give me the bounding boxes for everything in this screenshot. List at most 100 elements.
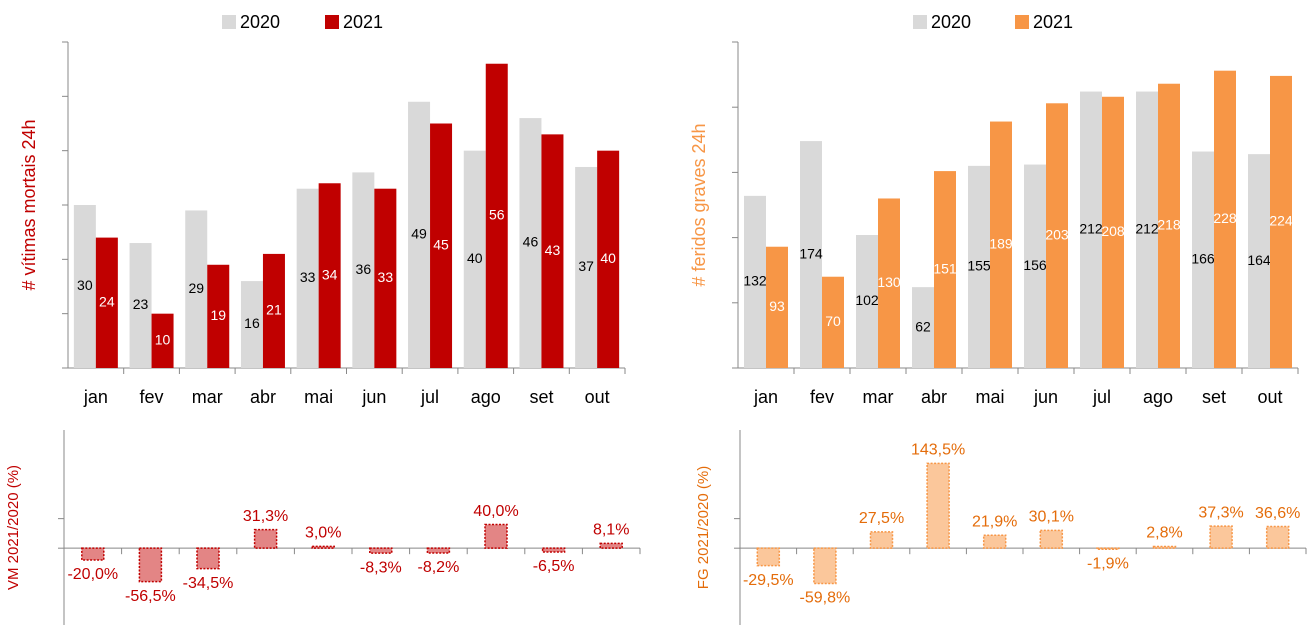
data-label: 56 — [489, 207, 505, 223]
x-tick-label: jan — [753, 387, 778, 407]
data-label: -59,8% — [800, 590, 851, 607]
data-label: 156 — [1023, 257, 1047, 273]
data-label: -1,9% — [1087, 556, 1129, 573]
bar — [1248, 154, 1270, 368]
data-label: 40 — [600, 250, 616, 266]
bar — [1102, 96, 1124, 368]
bar — [869, 531, 894, 549]
data-label: 24 — [99, 294, 115, 310]
legend-swatch — [913, 15, 927, 29]
bar — [95, 237, 118, 368]
legend-label: 2020 — [931, 12, 971, 32]
bar — [990, 121, 1012, 368]
data-label: -20,0% — [67, 566, 118, 583]
data-label: 45 — [433, 236, 449, 252]
bar — [1192, 151, 1214, 368]
bar — [756, 547, 781, 567]
data-label: 36 — [356, 261, 372, 277]
data-label: 143,5% — [911, 442, 965, 459]
bar — [878, 198, 900, 368]
bar — [1024, 164, 1046, 368]
data-label: 21 — [266, 302, 282, 318]
bar — [1046, 103, 1068, 369]
bar — [744, 195, 766, 368]
data-label: 203 — [1045, 226, 1069, 242]
bar — [318, 183, 341, 368]
data-label: 46 — [523, 234, 539, 250]
bar — [408, 101, 431, 369]
bar — [352, 172, 375, 368]
bar — [968, 165, 990, 368]
x-tick-label: ago — [1143, 387, 1173, 407]
x-tick-label: ago — [471, 387, 501, 407]
x-tick-label: out — [585, 387, 610, 407]
bar — [856, 234, 878, 368]
bar — [1096, 547, 1120, 551]
data-label: 33 — [300, 269, 316, 285]
bar — [430, 123, 453, 368]
data-label: 151 — [933, 260, 957, 276]
data-label: 34 — [322, 266, 338, 282]
legend-label: 2021 — [1033, 12, 1073, 32]
bar — [575, 166, 598, 368]
data-label: 23 — [133, 296, 149, 312]
bar — [541, 134, 564, 368]
bar — [296, 188, 319, 368]
data-label: 62 — [915, 318, 931, 334]
data-label: 228 — [1213, 210, 1237, 226]
data-label: 102 — [855, 292, 879, 308]
data-label: 40 — [467, 250, 483, 266]
data-label: 174 — [799, 245, 823, 261]
data-label: 2,8% — [1146, 525, 1182, 542]
bar — [519, 118, 542, 368]
bar — [311, 545, 335, 549]
y-axis-label: # feridos graves 24h — [689, 123, 709, 286]
data-label: 19 — [210, 307, 226, 323]
x-tick-label: jul — [1092, 387, 1111, 407]
bar — [485, 63, 508, 368]
bar — [369, 547, 393, 554]
x-tick-label: set — [1202, 387, 1226, 407]
bar — [151, 313, 174, 368]
bar — [196, 547, 220, 570]
bar — [1136, 91, 1158, 368]
data-label: 10 — [155, 332, 171, 348]
data-label: 93 — [769, 298, 785, 314]
data-label: 29 — [188, 280, 204, 296]
legend-label: 2021 — [343, 12, 383, 32]
data-label: 164 — [1247, 252, 1271, 268]
data-label: 218 — [1157, 217, 1181, 233]
x-tick-label: set — [529, 387, 553, 407]
bar — [822, 276, 844, 368]
data-label: 132 — [743, 273, 767, 289]
data-label: 155 — [967, 258, 991, 274]
data-label: 33 — [378, 269, 394, 285]
data-label: 212 — [1135, 220, 1159, 236]
y-axis-label: # vítimas mortais 24h — [19, 119, 39, 290]
data-label: 224 — [1269, 213, 1293, 229]
data-label: 166 — [1191, 250, 1215, 266]
data-label: 70 — [825, 313, 841, 329]
data-label: -56,5% — [125, 588, 176, 605]
bar — [374, 188, 397, 368]
bar — [934, 171, 956, 368]
bar — [1039, 529, 1064, 549]
data-label: 189 — [989, 235, 1013, 251]
bar — [1158, 83, 1180, 368]
y-axis-label: VM 2021/2020 (%) — [5, 465, 22, 590]
data-label: -34,5% — [183, 575, 234, 592]
bar — [813, 547, 837, 585]
x-tick-label: mai — [975, 387, 1004, 407]
x-tick-label: abr — [921, 387, 947, 407]
data-label: 212 — [1079, 220, 1103, 236]
legend-swatch — [1015, 15, 1029, 29]
bar — [138, 547, 163, 583]
data-label: 208 — [1101, 223, 1125, 239]
bar — [73, 205, 96, 368]
bar — [912, 287, 934, 368]
data-label: 37,3% — [1198, 504, 1243, 521]
x-tick-label: out — [1257, 387, 1282, 407]
bar — [484, 523, 508, 549]
legend-swatch — [222, 15, 236, 29]
x-tick-label: mai — [304, 387, 333, 407]
